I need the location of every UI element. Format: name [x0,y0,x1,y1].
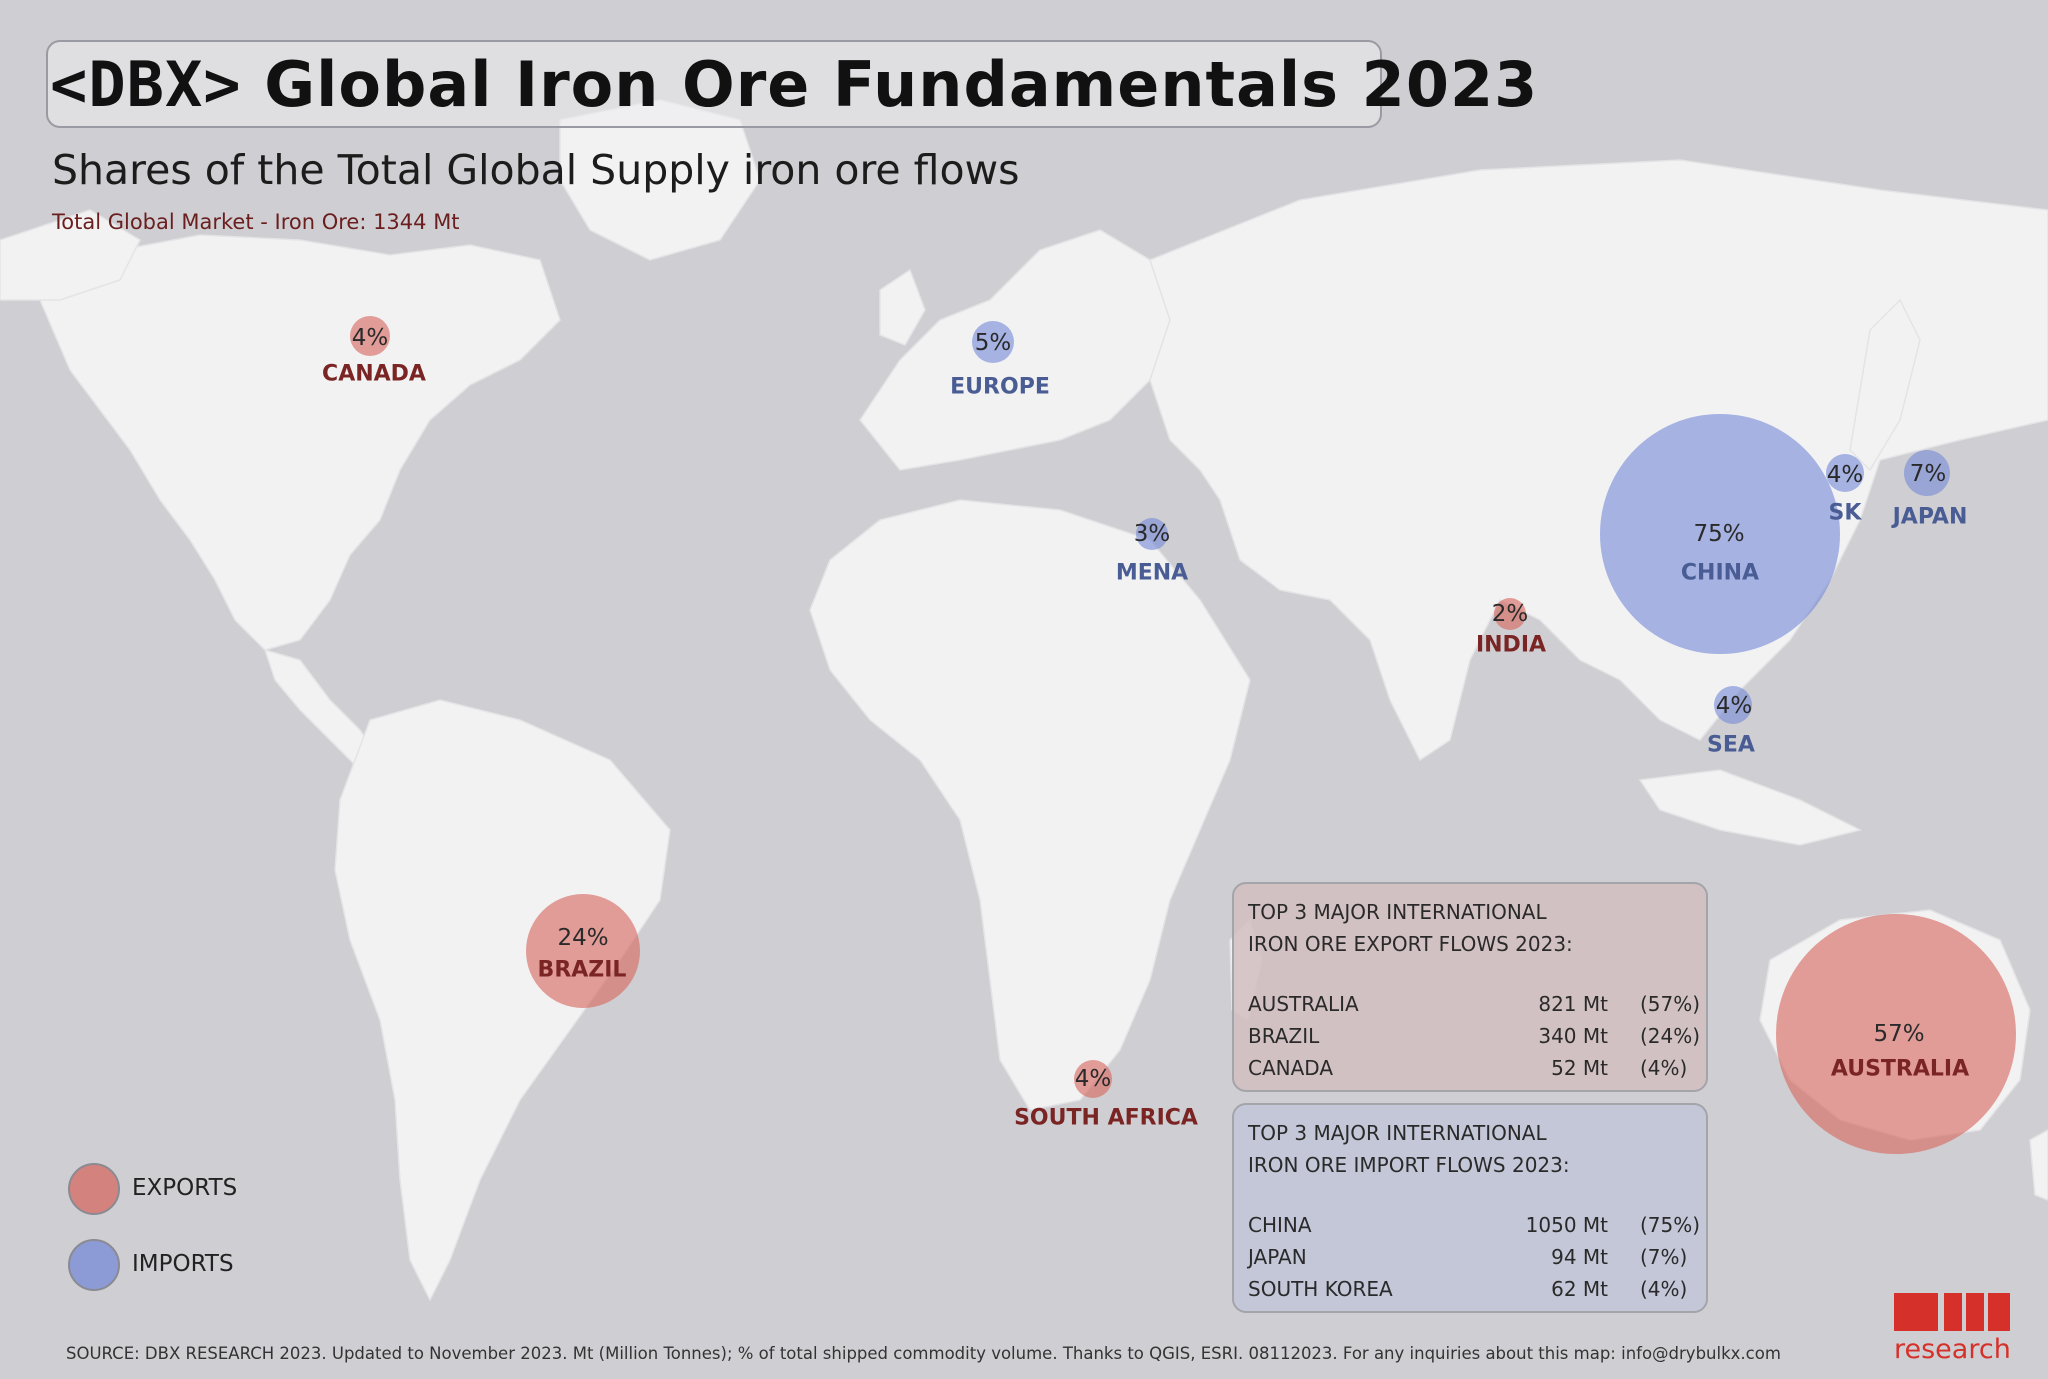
legend-exports-label: EXPORTS [132,1175,238,1201]
australia-pct: 57% [1873,1021,1925,1047]
import-panel-heading: TOP 3 MAJOR INTERNATIONAL IRON ORE IMPOR… [1248,1117,1688,1181]
export-flows-panel: TOP 3 MAJOR INTERNATIONAL IRON ORE EXPOR… [1232,882,1708,1092]
export-row-name: BRAZIL [1248,1024,1320,1048]
canada-pct: 4% [351,325,389,351]
china-pct: 75% [1693,521,1745,547]
source-note: SOURCE: DBX RESEARCH 2023. Updated to No… [66,1344,1781,1363]
import-row-mt: 62 Mt [1551,1277,1608,1301]
logo-wordmark: research [1894,1334,2011,1365]
south-africa-pct: 4% [1074,1066,1112,1092]
australia-label: AUSTRALIA [1830,1056,1970,1082]
sk-label: SK [1828,500,1862,526]
brazil-export-bubble [526,894,640,1008]
export-row: CANADA 52 Mt (4%) [1248,1052,1688,1084]
import-row-share: (7%) [1640,1245,1688,1269]
market-total: Total Global Market - Iron Ore: 1344 Mt [52,210,460,234]
export-row-share: (57%) [1640,992,1701,1016]
japan-landmass [1849,298,1921,472]
new-zealand-landmass [2029,1129,2048,1201]
japan-pct: 7% [1909,461,1947,487]
export-row: AUSTRALIA 821 Mt (57%) [1248,988,1700,1020]
import-row-mt: 1050 Mt [1525,1213,1608,1237]
legend-imports-label: IMPORTS [132,1251,234,1277]
canada-label: CANADA [322,361,426,387]
import-flows-panel: TOP 3 MAJOR INTERNATIONAL IRON ORE IMPOR… [1232,1103,1708,1313]
logo-block [1944,1293,1962,1331]
import-row: SOUTH KOREA 62 Mt (4%) [1248,1273,1688,1305]
india-pct: 2% [1491,601,1529,627]
indonesia-landmass [1638,769,1863,846]
export-row: BRAZIL 340 Mt (24%) [1248,1020,1700,1052]
asia-landmass [1149,159,2048,762]
export-heading-line1: TOP 3 MAJOR INTERNATIONAL [1248,900,1547,924]
title-frame [46,40,1382,128]
mena-label: MENA [1115,560,1189,586]
import-row-name: JAPAN [1248,1245,1307,1269]
sk-import-bubble [1826,454,1864,492]
export-row-mt: 340 Mt [1538,1024,1608,1048]
import-row-name: SOUTH KOREA [1248,1277,1393,1301]
page-title: <DBX> Global Iron Ore Fundamentals 2023 [50,48,1538,121]
logo-block [1894,1293,1938,1331]
sea-import-bubble [1714,686,1752,724]
export-row-share: (24%) [1640,1024,1701,1048]
europe-label: EUROPE [950,374,1050,400]
logo-block [1966,1293,1984,1331]
india-export-bubble [1494,598,1526,630]
japan-import-bubble [1904,450,1950,496]
europe-pct: 5% [974,330,1012,356]
canada-export-bubble [350,316,390,356]
export-row-share: (4%) [1640,1056,1688,1080]
mena-import-bubble [1136,518,1168,550]
title-main: Global Iron Ore Fundamentals 2023 [264,48,1539,121]
import-row-share: (75%) [1640,1213,1701,1237]
china-label: CHINA [1680,560,1760,586]
logo-block [1988,1293,2010,1331]
brazil-label: BRAZIL [537,957,627,983]
south-america-landmass [334,699,671,1302]
sea-label: SEA [1707,732,1755,758]
china-import-bubble [1600,414,1840,654]
import-row-share: (4%) [1640,1277,1688,1301]
export-heading-line2: IRON ORE EXPORT FLOWS 2023: [1248,932,1573,956]
alaska-landmass [0,209,141,301]
export-row-mt: 52 Mt [1551,1056,1608,1080]
legend-imports-swatch [68,1239,120,1291]
uk-landmass [879,268,926,346]
import-row: CHINA 1050 Mt (75%) [1248,1209,1700,1241]
south-africa-label: SOUTH AFRICA [1014,1105,1198,1131]
export-row-name: AUSTRALIA [1248,992,1359,1016]
africa-landmass [809,499,1251,1111]
sk-pct: 4% [1826,462,1864,488]
export-row-mt: 821 Mt [1538,992,1608,1016]
japan-label: JAPAN [1892,504,1968,530]
export-panel-heading: TOP 3 MAJOR INTERNATIONAL IRON ORE EXPOR… [1248,896,1688,960]
europe-import-bubble [972,321,1014,363]
brazil-pct: 24% [557,925,609,951]
india-label: INDIA [1475,632,1547,658]
australia-export-bubble [1776,914,2016,1154]
north-america-landmass [39,234,561,651]
import-row-mt: 94 Mt [1551,1245,1608,1269]
mena-pct: 3% [1133,521,1171,547]
import-row-name: CHINA [1248,1213,1312,1237]
sea-pct: 4% [1715,693,1753,719]
export-row-name: CANADA [1248,1056,1334,1080]
import-heading-line1: TOP 3 MAJOR INTERNATIONAL [1248,1121,1547,1145]
south-africa-export-bubble [1074,1060,1112,1098]
title-tag: <DBX> [50,48,242,121]
import-row: JAPAN 94 Mt (7%) [1248,1241,1688,1273]
import-heading-line2: IRON ORE IMPORT FLOWS 2023: [1248,1153,1570,1177]
legend-exports-swatch [68,1163,120,1215]
page-subtitle: Shares of the Total Global Supply iron o… [52,146,1020,194]
